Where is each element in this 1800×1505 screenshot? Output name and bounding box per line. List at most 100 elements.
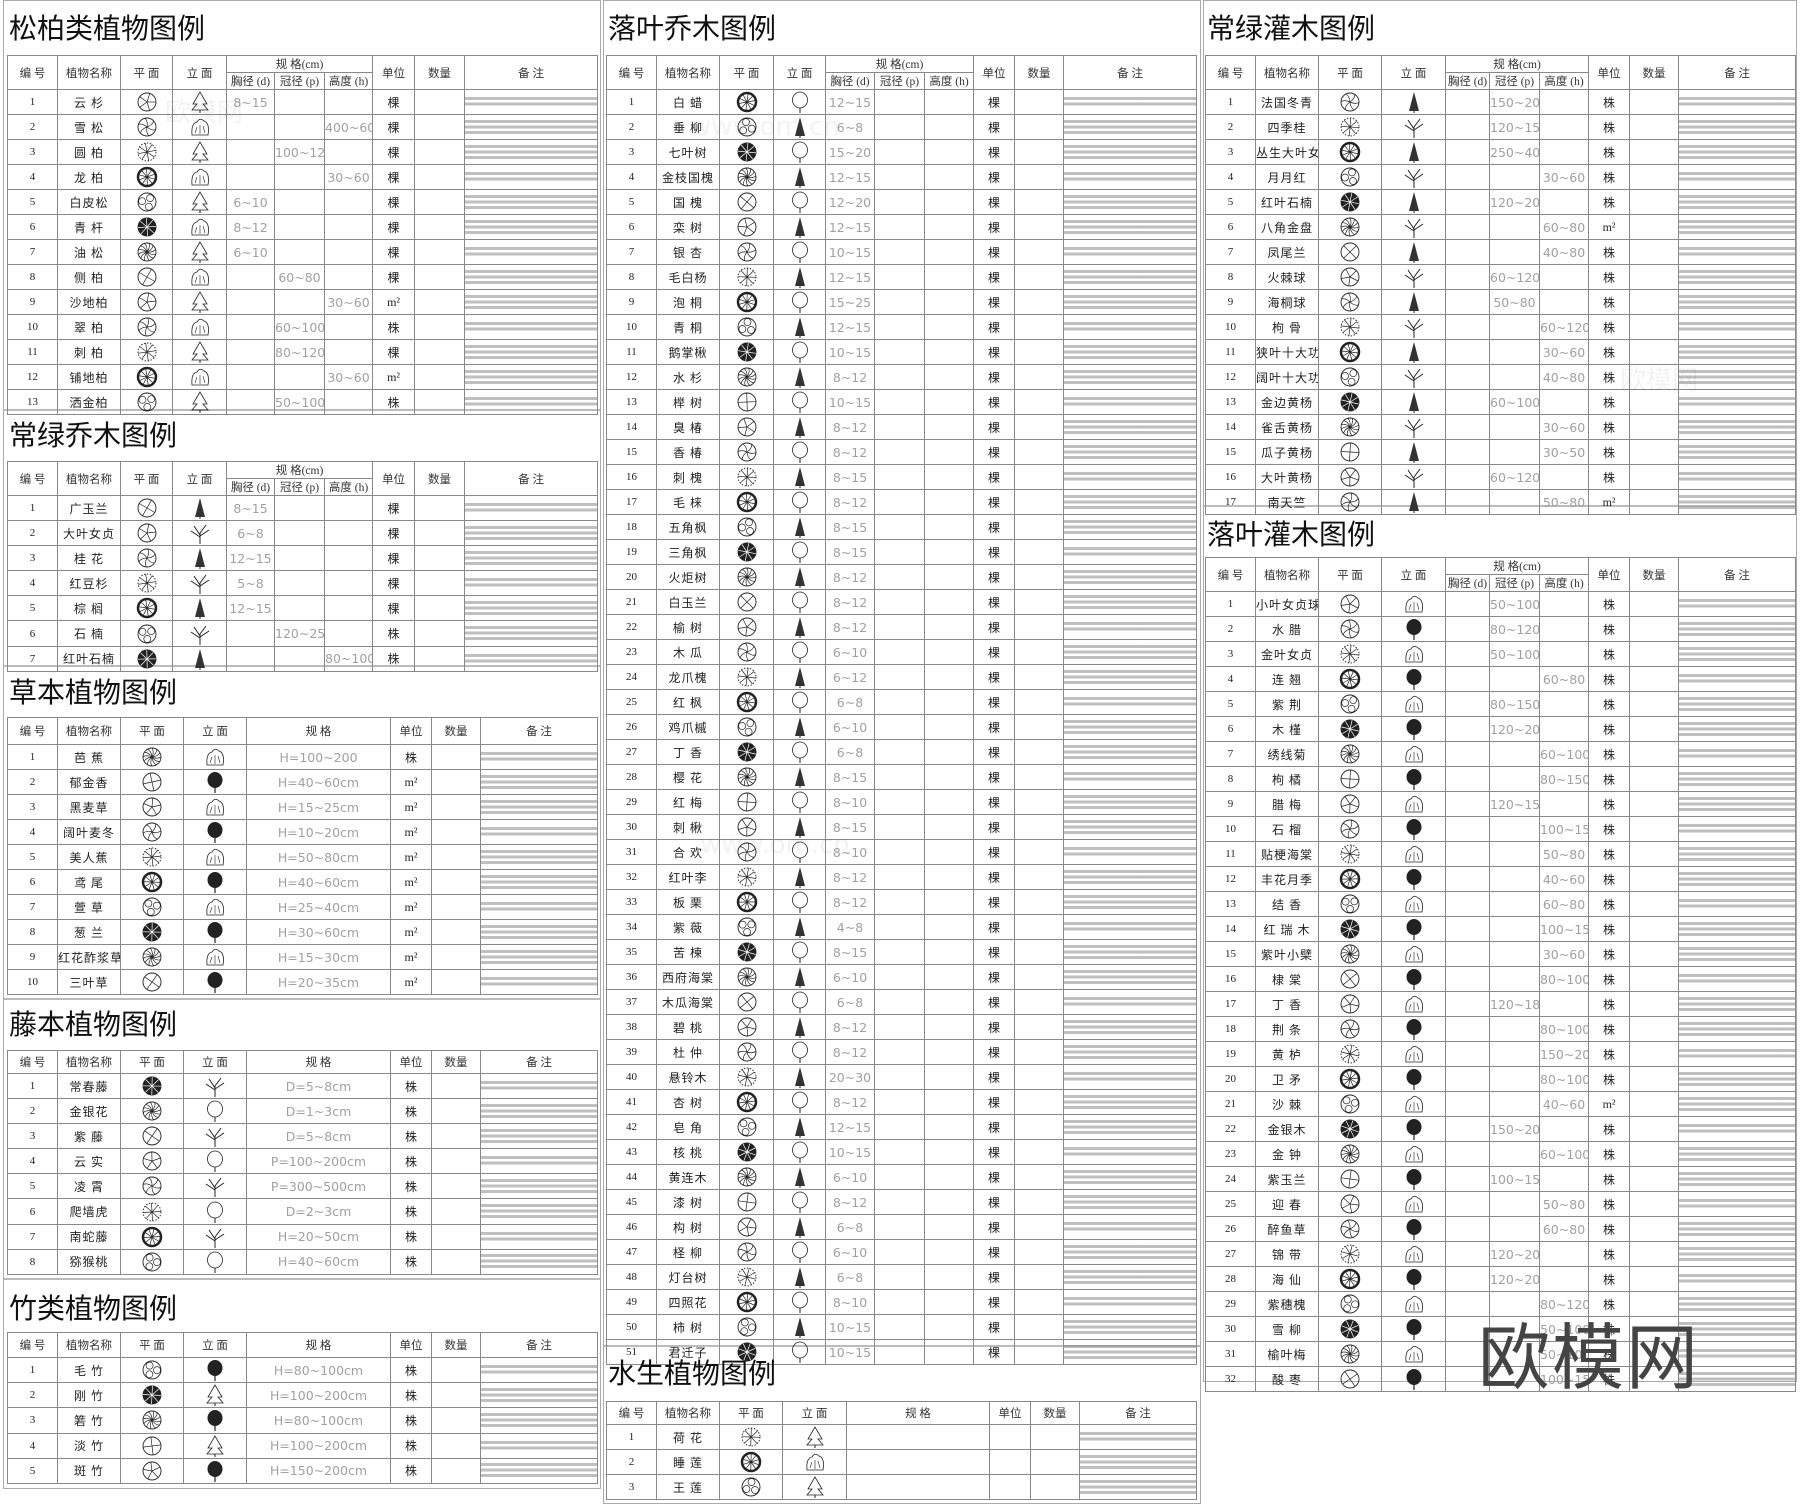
row-number: 2 (606, 1449, 657, 1475)
plant-plan-symbol-icon (736, 291, 757, 313)
remark (1079, 1449, 1197, 1475)
remark-text-lines (1064, 144, 1196, 160)
plan-cell (1318, 841, 1382, 867)
spec-value (846, 1424, 990, 1450)
remark-text-lines (481, 1231, 597, 1242)
spec-dbh (1445, 1241, 1490, 1267)
elevation-cell (172, 264, 227, 290)
spec-dbh (226, 389, 275, 415)
remark (1063, 114, 1198, 140)
plant-name: 黑麦草 (57, 794, 121, 820)
plant-elevation-symbol-icon (1404, 995, 1423, 1013)
table-row: 12 丰花月季 40~60 株 (1205, 866, 1797, 892)
plant-name: 紫叶小檗 (1255, 941, 1319, 967)
spec-crown (874, 364, 925, 390)
quantity (431, 1432, 481, 1459)
plant-plan-symbol-icon (142, 897, 162, 917)
spec-dbh: 8~12 (825, 864, 875, 890)
row-number: 49 (606, 1289, 657, 1315)
plant-elevation-symbol-icon (207, 1150, 223, 1173)
plant-plan-symbol-icon (142, 1126, 162, 1146)
plant-elevation-symbol-icon (794, 1317, 805, 1338)
elevation-cell (773, 1064, 826, 1090)
plant-name: 丁 香 (1255, 991, 1319, 1017)
remark-text-lines (1080, 1454, 1196, 1470)
remark-text-lines (1679, 219, 1795, 235)
remark-text-lines (1679, 1246, 1795, 1262)
spec-dbh (1445, 1141, 1490, 1167)
spec-value: H=15~30cm (246, 944, 391, 970)
plant-elevation-symbol-icon (190, 341, 209, 363)
plant-name: 西府海棠 (656, 964, 720, 990)
remark-text-lines (1064, 772, 1196, 782)
plant-elevation-symbol-icon (791, 1341, 808, 1363)
plant-plan-symbol-icon (1340, 819, 1360, 839)
plant-name: 银 杏 (656, 239, 720, 265)
plant-plan-symbol-icon (737, 417, 756, 437)
legend-table: 编 号植物名称平 面立 面规 格(cm) 单位 数量备 注胸径 (d) 冠径 (p) 高… (7, 461, 599, 672)
remark-text-lines (1679, 397, 1795, 407)
plant-plan-symbol-icon (137, 624, 156, 643)
spec-crown (1489, 439, 1540, 465)
plant-elevation-symbol-icon (205, 1228, 225, 1248)
unit: 株 (1588, 1266, 1631, 1292)
row-number: 4 (7, 819, 58, 845)
spec-height (323, 89, 374, 115)
spec-dbh (1445, 239, 1490, 265)
row-number: 14 (1205, 414, 1256, 440)
quantity (1629, 139, 1680, 165)
plant-name: 沙地柏 (57, 289, 121, 315)
spec-dbh (226, 364, 275, 390)
spec-crown (874, 1139, 925, 1165)
plant-plan-symbol-icon (142, 1151, 162, 1171)
plant-name: 臭 椿 (656, 414, 720, 440)
plant-plan-symbol-icon (142, 1385, 162, 1405)
plant-plan-symbol-icon (142, 972, 162, 992)
remark (1063, 439, 1198, 465)
plant-elevation-symbol-icon (1404, 645, 1423, 663)
quantity (1629, 1191, 1680, 1217)
elevation-cell (172, 289, 227, 315)
elevation-cell (1381, 691, 1446, 717)
plant-elevation-symbol-icon (1408, 492, 1419, 513)
spec-dbh (1445, 891, 1490, 917)
spec-dbh: 10~15 (825, 1339, 875, 1365)
remark (480, 844, 598, 870)
quantity (431, 769, 481, 795)
elevation-cell (172, 570, 227, 597)
row-number: 2 (7, 114, 58, 140)
quantity (1014, 1189, 1065, 1215)
header-plan: 平 面 (1318, 55, 1382, 90)
quantity (1014, 1114, 1065, 1140)
remark-text-lines (1064, 444, 1196, 460)
table-row: 6 爬墙虎 D=2~3cm 株 (7, 1198, 598, 1225)
table-row: 7 红叶石楠 80~100 株 (7, 645, 599, 672)
plant-elevation-symbol-icon (1404, 895, 1423, 913)
plant-plan-symbol-icon (737, 1142, 756, 1162)
remark (480, 969, 598, 995)
unit: 株 (1588, 641, 1631, 667)
section-title: 常绿灌木图例 (1207, 12, 1376, 45)
remark (1063, 789, 1198, 815)
plant-elevation-symbol-icon (1404, 418, 1423, 438)
elevation-cell (172, 520, 227, 547)
row-number: 12 (1205, 866, 1256, 892)
row-number: 2 (606, 114, 657, 140)
header-no: 编 号 (7, 1332, 58, 1358)
spec-height: 100~150 (1538, 1366, 1590, 1392)
spec-dbh (1445, 691, 1490, 717)
row-number: 7 (7, 894, 58, 920)
header-unit: 单位 (390, 717, 432, 745)
plan-cell (1318, 89, 1382, 115)
plant-name: 鸢 尾 (57, 869, 121, 895)
header-dbh: 胸径 (d) (1445, 72, 1490, 90)
row-number: 43 (606, 1139, 657, 1165)
remark (480, 1248, 598, 1275)
spec-crown (874, 1339, 925, 1365)
spec-dbh (1445, 464, 1490, 490)
spec-dbh (1445, 114, 1490, 140)
row-number: 5 (606, 189, 657, 215)
unit: m² (390, 919, 432, 945)
table-row: 45 漆 树 8~12 棵 (606, 1189, 1198, 1215)
remark-text-lines (481, 1128, 597, 1144)
